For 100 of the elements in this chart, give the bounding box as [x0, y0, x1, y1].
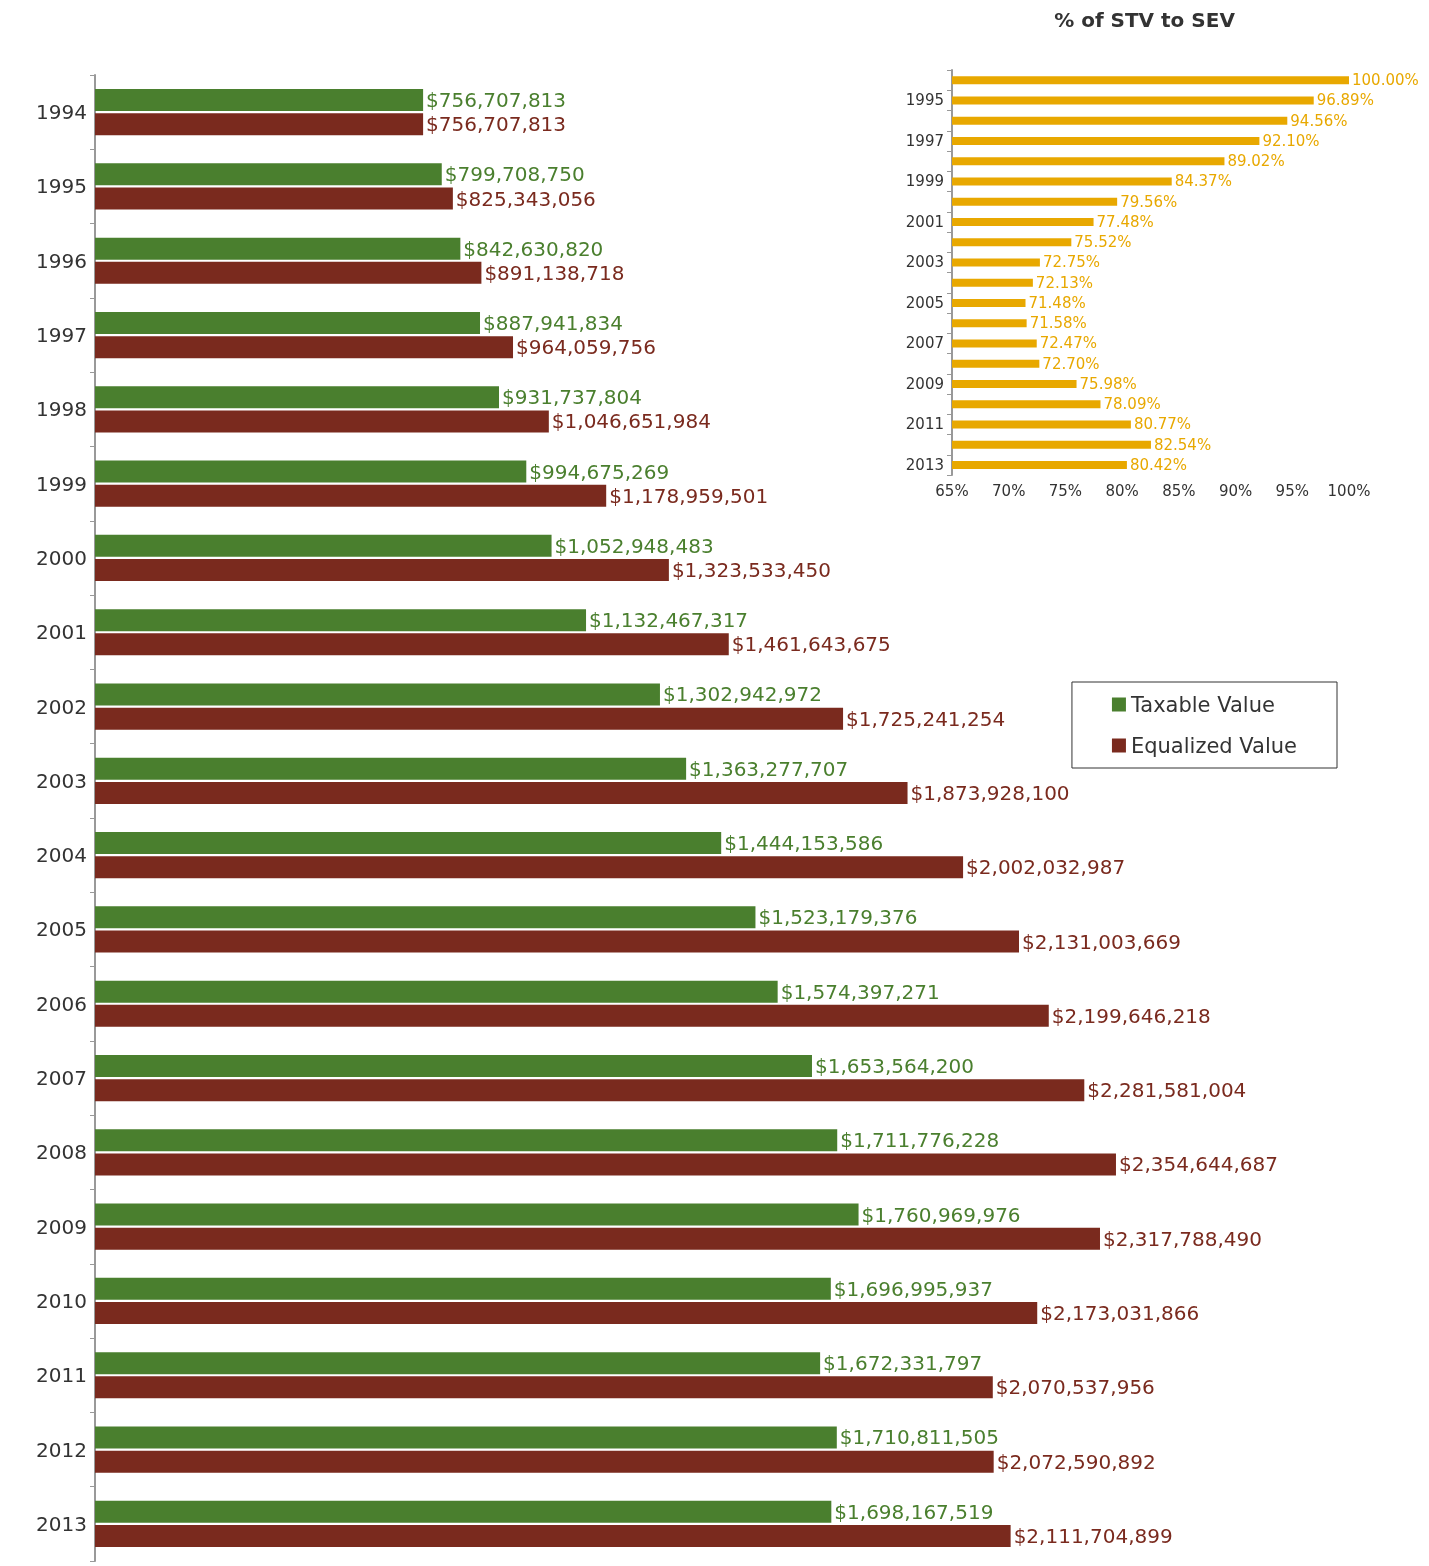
- bar: [95, 1153, 1116, 1176]
- y-tick-label: 2007: [905, 334, 944, 353]
- data-label: $1,444,153,586: [724, 831, 884, 856]
- bar: [95, 1277, 831, 1300]
- data-label: $1,711,776,228: [840, 1128, 1000, 1153]
- bar: [95, 1352, 821, 1375]
- bar: [95, 460, 527, 483]
- data-label: 71.48%: [1028, 293, 1086, 312]
- y-tick-label: 1995: [36, 174, 87, 199]
- data-label: $1,653,564,200: [814, 1053, 975, 1078]
- y-tick-label: 2010: [36, 1288, 87, 1313]
- bar: [95, 757, 687, 780]
- bar: [95, 187, 453, 210]
- y-tick-label: 2005: [36, 917, 87, 942]
- bar: [95, 410, 549, 433]
- bar: [95, 707, 844, 730]
- data-label: $2,072,590,892: [996, 1449, 1156, 1474]
- data-label: 92.10%: [1262, 131, 1320, 150]
- y-tick-label: 2001: [905, 212, 944, 231]
- bar: [95, 633, 729, 656]
- bar: [95, 1302, 1038, 1325]
- x-tick-label: 65%: [935, 481, 969, 500]
- data-label: $1,725,241,254: [846, 706, 1006, 731]
- y-tick-label: 2002: [36, 694, 87, 719]
- data-label: $1,052,948,483: [554, 533, 714, 558]
- data-label: 80.42%: [1129, 455, 1188, 474]
- data-label: $1,696,995,937: [833, 1276, 993, 1301]
- bar: [95, 311, 481, 334]
- data-label: 77.48%: [1096, 212, 1154, 231]
- bar: [95, 534, 552, 557]
- y-tick-label: 2013: [905, 455, 944, 474]
- bar: [95, 980, 778, 1003]
- y-tick-label: 1997: [905, 131, 944, 150]
- bar: [95, 1004, 1049, 1027]
- bar: [95, 1376, 993, 1399]
- data-label: 72.13%: [1035, 273, 1094, 292]
- data-label: $1,363,277,707: [689, 756, 849, 781]
- y-tick-label: 2008: [36, 1140, 87, 1165]
- bar: [95, 1500, 832, 1523]
- y-tick-label: 2003: [905, 253, 944, 272]
- bar: [95, 1524, 1011, 1547]
- y-tick-label: 2009: [905, 374, 944, 393]
- data-label: $2,317,788,490: [1102, 1226, 1263, 1251]
- bar: [95, 856, 964, 879]
- legend-label: Equalized Value: [1130, 733, 1297, 758]
- bar: [95, 906, 756, 929]
- data-label: 72.75%: [1042, 253, 1101, 272]
- data-label: $825,343,056: [455, 186, 596, 211]
- bar: [95, 1227, 1100, 1250]
- data-label: 89.02%: [1227, 152, 1285, 171]
- x-tick-label: 70%: [992, 481, 1026, 500]
- data-label: $994,675,269: [529, 459, 670, 484]
- y-tick-label: 2003: [36, 768, 87, 793]
- data-label: $2,199,646,218: [1051, 1003, 1211, 1028]
- y-tick-label: 2004: [36, 843, 87, 868]
- data-label: 75.98%: [1079, 374, 1137, 393]
- bar: [95, 683, 660, 706]
- y-tick-label: 2013: [36, 1511, 87, 1536]
- bar: [95, 1203, 859, 1226]
- bar: [95, 609, 587, 632]
- data-label: $1,698,167,519: [834, 1499, 994, 1524]
- data-label: $891,138,718: [484, 260, 625, 285]
- y-tick-label: 2001: [36, 620, 87, 645]
- data-label: $1,574,397,271: [780, 979, 940, 1004]
- y-tick-label: 1994: [36, 100, 87, 125]
- x-tick-label: 90%: [1218, 481, 1253, 500]
- data-label: 78.09%: [1103, 395, 1161, 414]
- bar: [95, 237, 461, 260]
- bar: [95, 1079, 1085, 1102]
- bar: [95, 1129, 838, 1152]
- bar: [95, 832, 722, 855]
- bar: [95, 89, 424, 112]
- data-label: $2,070,537,956: [995, 1375, 1155, 1400]
- data-label: $2,281,581,004: [1087, 1078, 1247, 1103]
- y-tick-label: 1998: [36, 397, 87, 422]
- data-label: 84.37%: [1174, 172, 1232, 191]
- x-tick-label: 75%: [1048, 481, 1083, 500]
- data-label: 100.00%: [1352, 71, 1419, 90]
- data-label: 72.47%: [1039, 334, 1097, 353]
- bar: [95, 484, 607, 507]
- data-label: $799,708,750: [444, 162, 585, 187]
- y-tick-label: 2011: [36, 1363, 87, 1388]
- data-label: $1,710,811,505: [839, 1425, 999, 1450]
- y-tick-label: 2006: [36, 991, 87, 1016]
- bar: [95, 386, 499, 409]
- x-tick-label: 95%: [1275, 481, 1309, 500]
- data-label: $1,178,959,501: [609, 483, 769, 508]
- x-tick-label: 100%: [1327, 481, 1371, 500]
- data-label: $1,461,643,675: [731, 632, 891, 657]
- bar: [95, 930, 1019, 953]
- data-label: $887,941,834: [483, 310, 623, 335]
- data-label: $2,354,644,687: [1118, 1152, 1279, 1177]
- data-label: $2,131,003,669: [1022, 929, 1182, 954]
- data-label: $1,046,651,984: [551, 409, 711, 434]
- y-tick-label: 1999: [36, 471, 87, 496]
- bar: [95, 336, 514, 359]
- bar: [95, 261, 482, 284]
- data-label: $2,111,704,899: [1013, 1523, 1173, 1548]
- y-tick-label: 1999: [905, 172, 944, 191]
- data-label: $2,173,031,866: [1040, 1301, 1200, 1326]
